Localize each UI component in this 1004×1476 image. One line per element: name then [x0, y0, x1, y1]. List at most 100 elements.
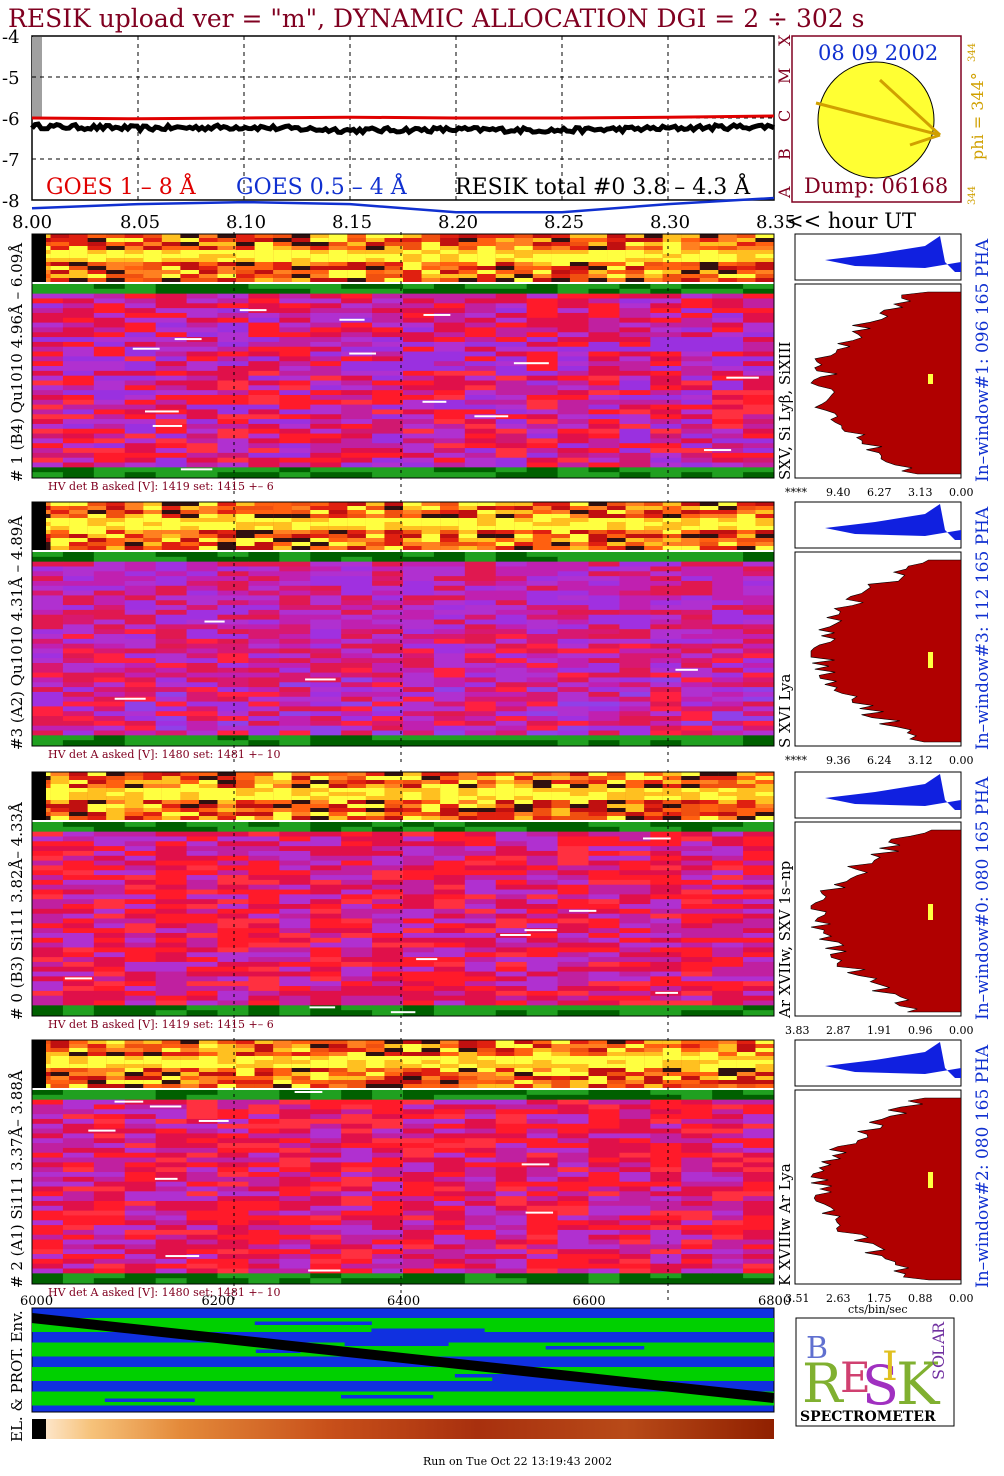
top-strip-cell — [87, 506, 107, 510]
heatmap-cell — [557, 332, 589, 338]
lines-label: Ar XVIIw, SXV 1s–np — [776, 861, 794, 1019]
top-strip-cell — [440, 1064, 459, 1068]
heatmap-cell — [217, 332, 249, 338]
top-strip-cell — [514, 780, 533, 784]
heatmap-cell — [619, 923, 651, 929]
heatmap-cell — [93, 576, 126, 582]
top-strip-cell — [328, 246, 348, 250]
top-strip-cell — [143, 1044, 162, 1048]
heatmap-cell — [279, 600, 311, 606]
heatmap-cell — [372, 976, 404, 982]
heatmap-cell — [124, 332, 157, 338]
heatmap-cell — [217, 918, 249, 924]
top-strip-cell — [718, 1048, 737, 1052]
heatmap-cell — [619, 380, 651, 386]
heatmap-cell — [619, 443, 651, 449]
heatmap-cell — [495, 457, 528, 464]
top-strip-cell — [495, 514, 515, 518]
x-tick-label: 8.20 — [438, 212, 478, 233]
heatmap-cell — [681, 419, 713, 425]
heatmap-cell — [155, 351, 188, 357]
top-strip-cell — [477, 258, 496, 262]
heatmap-cell — [433, 884, 466, 891]
heatmap-cell — [217, 428, 249, 435]
heatmap-cell — [650, 860, 682, 866]
heatmap-cell — [217, 308, 249, 314]
heatmap-cell — [310, 605, 342, 611]
top-strip-cell — [644, 1064, 663, 1068]
top-strip-cell — [440, 1080, 459, 1084]
top-strip-cell — [681, 1072, 700, 1076]
top-strip-cell — [477, 234, 496, 238]
heatmap-cell — [217, 609, 249, 616]
top-strip-cell — [180, 812, 199, 816]
top-strip-cell — [718, 1068, 737, 1072]
top-strip-cell — [347, 530, 366, 534]
heatmap-cell — [464, 361, 497, 367]
heatmap-cell — [681, 720, 713, 727]
top-strip-cell — [236, 776, 255, 780]
top-strip-cell — [254, 796, 274, 800]
heatmap-cell — [32, 438, 64, 444]
heatmap-cell — [279, 653, 311, 659]
top-strip-cell — [736, 800, 756, 804]
heatmap-cell — [32, 1090, 64, 1096]
top-strip-cell — [625, 270, 645, 274]
top-strip-cell — [588, 246, 608, 250]
heatmap-cell — [62, 653, 95, 659]
heatmap-cell — [526, 1094, 559, 1101]
top-strip-cell — [662, 246, 682, 250]
top-strip-cell — [699, 258, 719, 262]
top-strip-cell — [365, 1084, 385, 1088]
heatmap-cell — [588, 971, 620, 977]
heatmap-cell — [650, 472, 682, 478]
top-strip-cell — [551, 1060, 570, 1064]
top-strip-cell — [477, 796, 496, 800]
top-strip-cell — [347, 506, 366, 510]
heatmap-cell — [557, 1090, 589, 1096]
top-strip-cell — [143, 1040, 162, 1044]
heatmap-cell — [403, 1090, 435, 1096]
top-strip-cell — [198, 274, 218, 278]
top-strip-cell — [736, 530, 756, 534]
heatmap-cell — [32, 889, 64, 895]
top-strip-cell — [161, 538, 181, 542]
top-strip-cell — [403, 1076, 422, 1080]
top-strip-cell — [514, 776, 533, 780]
heatmap-cell — [557, 740, 589, 746]
heatmap-cell — [32, 995, 64, 1002]
heatmap-cell — [588, 332, 620, 338]
top-strip-cell — [365, 1064, 385, 1068]
heatmap-cell — [248, 303, 280, 309]
heatmap-cell — [526, 672, 559, 678]
heatmap-cell — [619, 385, 651, 391]
heatmap-cell — [93, 614, 126, 621]
heatmap-cell — [217, 409, 249, 415]
top-strip-cell — [569, 266, 589, 270]
top-strip-cell — [328, 514, 348, 518]
heatmap-cell — [495, 1010, 528, 1016]
heatmap-cell — [124, 990, 157, 997]
top-strip-cell — [273, 506, 292, 510]
top-strip-cell — [681, 1048, 700, 1052]
heatmap-cell — [217, 361, 249, 367]
top-strip-cell — [551, 270, 570, 274]
heatmap-cell — [310, 552, 342, 558]
top-strip-cell — [644, 530, 663, 534]
top-strip-cell — [514, 262, 533, 266]
top-strip-cell — [421, 788, 441, 792]
heatmap-cell — [712, 879, 744, 886]
top-strip-cell — [458, 278, 478, 282]
heatmap-cell — [62, 884, 95, 891]
heatmap-cell — [464, 341, 497, 348]
heatmap-cell — [93, 590, 126, 596]
top-strip-cell — [310, 1076, 329, 1080]
top-strip-cell — [755, 804, 775, 808]
heatmap-cell — [526, 894, 559, 900]
heatmap-cell — [588, 740, 620, 746]
heatmap-cell — [557, 870, 589, 876]
heatmap-cell — [619, 361, 651, 367]
heatmap-cell — [217, 556, 249, 563]
heatmap-cell — [743, 662, 775, 669]
heatmap-cell — [155, 448, 188, 454]
